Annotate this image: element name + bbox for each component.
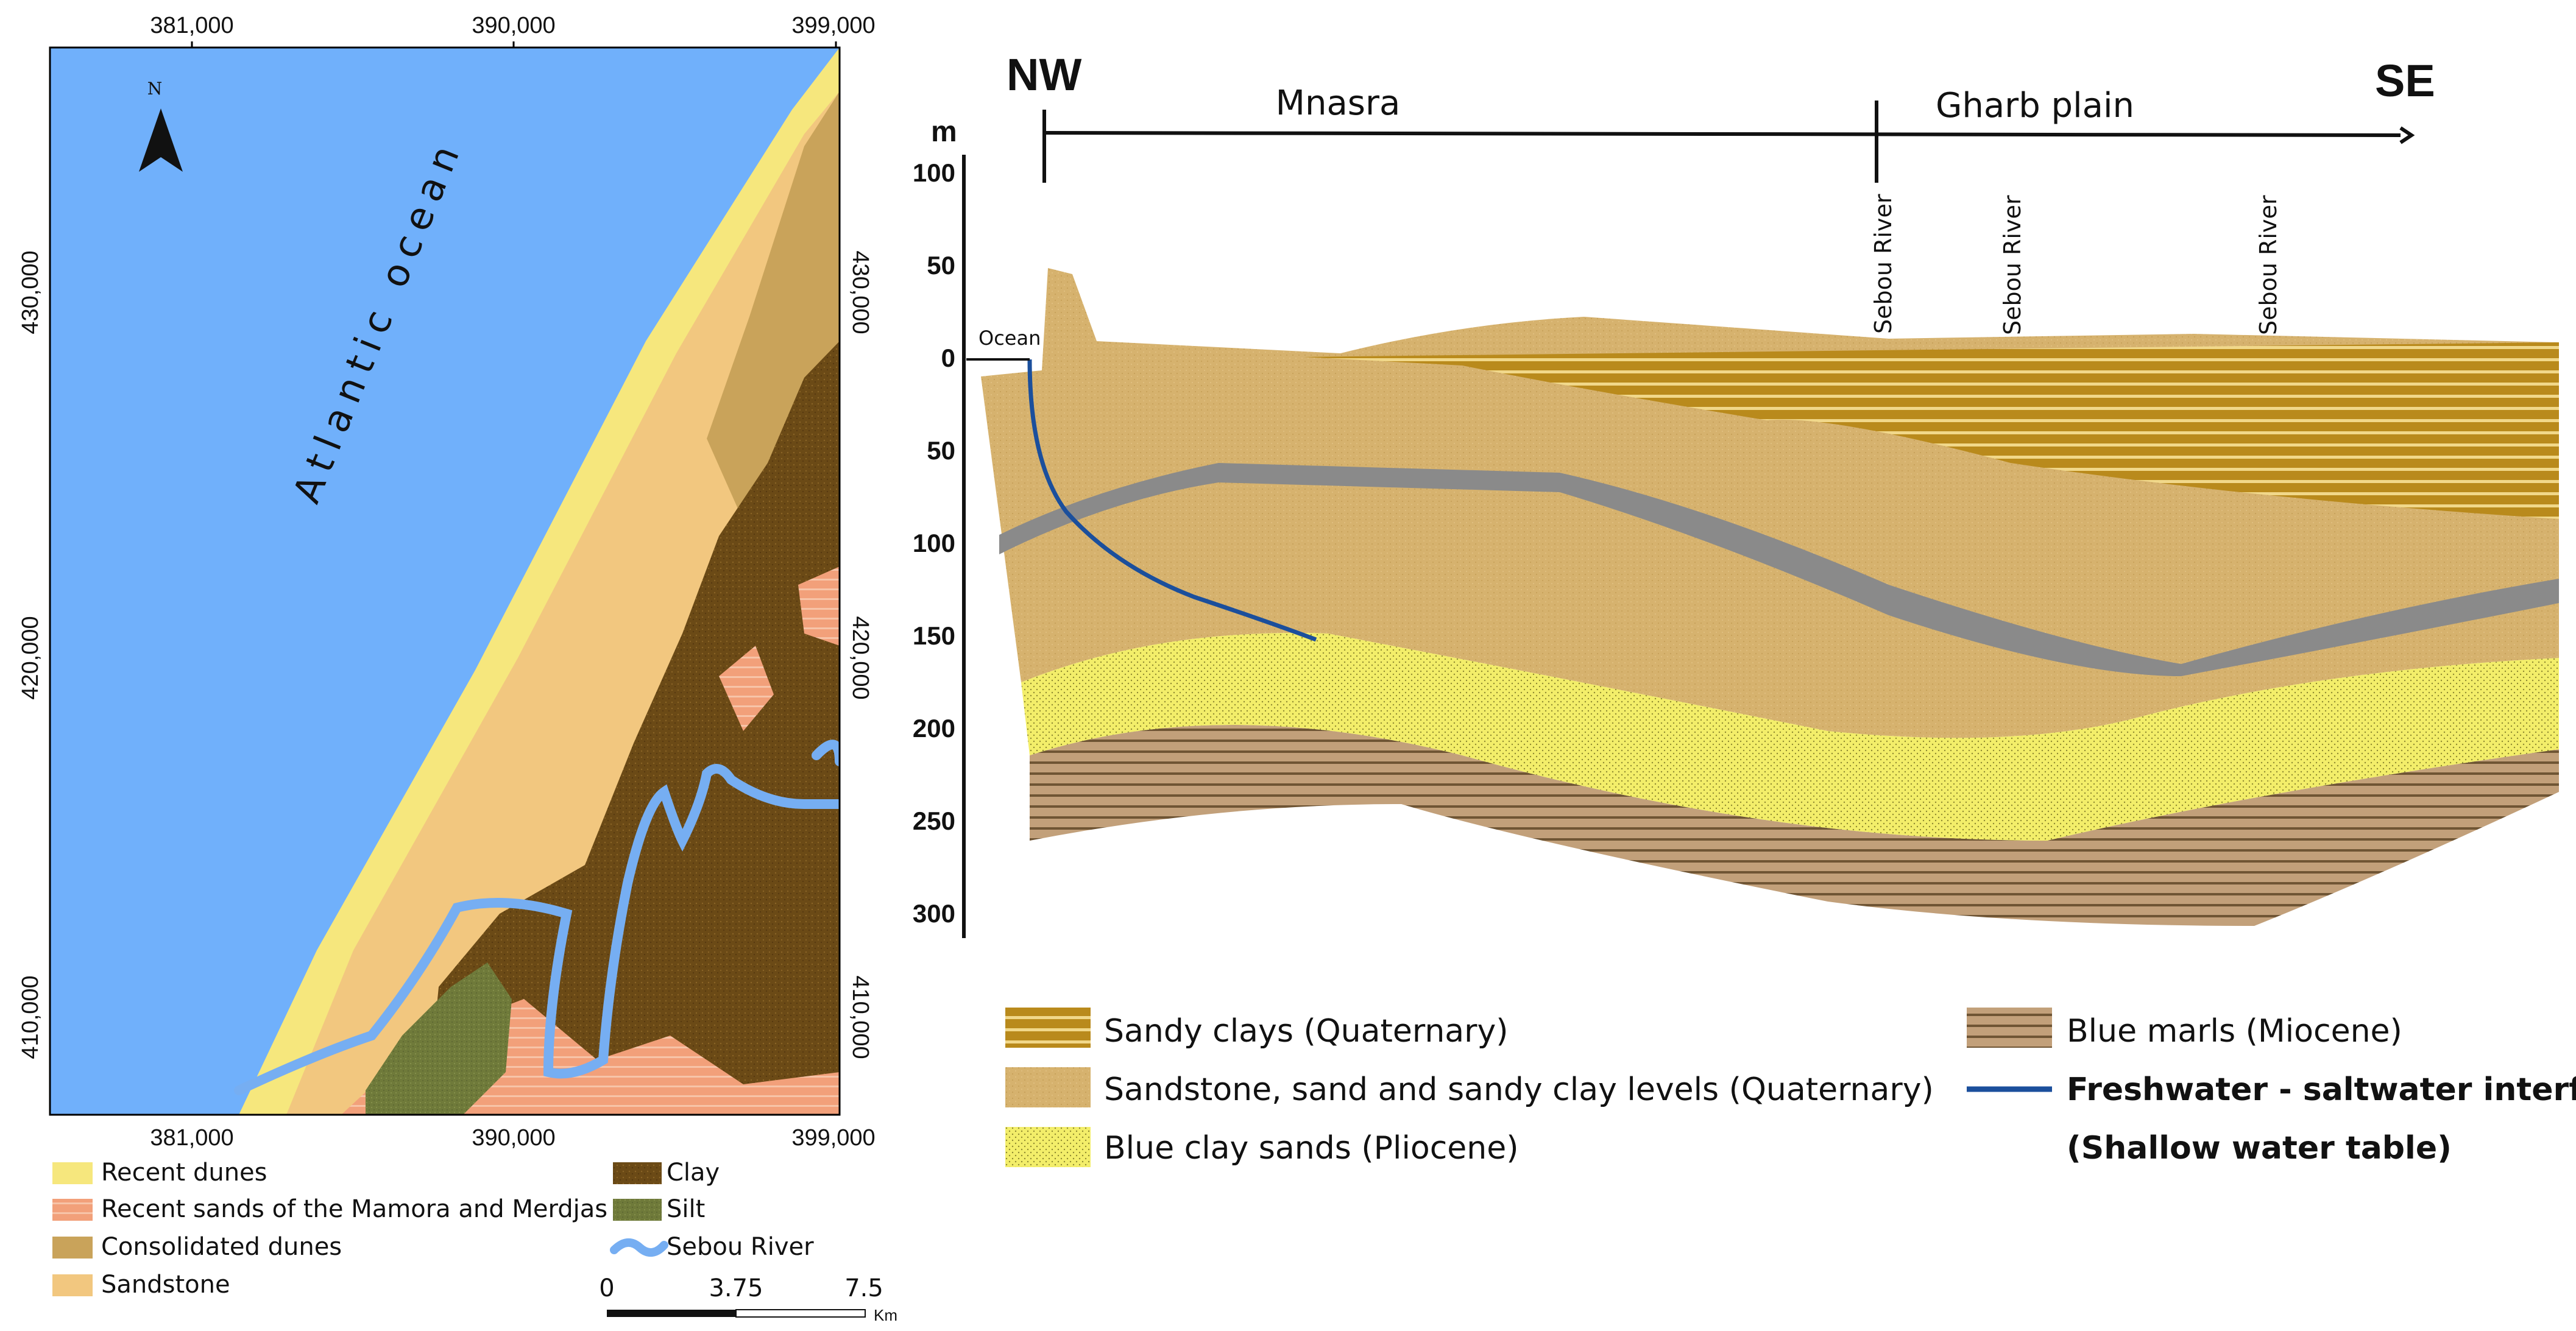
legend-swatch-recent-sands xyxy=(52,1199,93,1221)
north-arrow: N xyxy=(139,79,183,172)
legend-swatch-clay xyxy=(613,1162,662,1184)
scale-label-2: 7.5 xyxy=(844,1274,883,1302)
depth-tick-4: 100 xyxy=(913,529,955,557)
legend-label-clay: Clay xyxy=(667,1159,720,1187)
geologic-map: Atlantic ocean N 381,000 390,000 399,000… xyxy=(18,13,897,1324)
north-arrow-icon xyxy=(139,108,183,172)
x-tick-top-1: 390,000 xyxy=(472,13,555,38)
map-y-ticks-right: 430,000 420,000 410,000 xyxy=(847,250,873,1059)
ocean-section-label: Ocean xyxy=(978,327,1041,350)
river-label-2: Sebou River xyxy=(2255,195,2282,335)
zone-label-gharb: Gharb plain xyxy=(1936,86,2134,125)
blue-marls-layer xyxy=(1030,725,2559,926)
section-legend: Sandy clays (Quaternary) Sandstone, sand… xyxy=(1005,1008,2576,1167)
legend-label-silt: Silt xyxy=(667,1195,705,1223)
depth-tick-3: 50 xyxy=(927,436,955,465)
legend-swatch-blue-marls xyxy=(1967,1008,2052,1048)
legend-swatch-sandstone-section xyxy=(1005,1067,1091,1107)
legend-swatch-silt xyxy=(613,1199,662,1221)
depth-ticks: 100 50 0 50 100 150 200 250 300 xyxy=(913,158,955,928)
recent-sands-patch-2 xyxy=(798,567,840,646)
north-label: N xyxy=(147,79,163,99)
legend-swatch-sandy-clays xyxy=(1005,1008,1091,1048)
map-frame xyxy=(49,46,841,1116)
legend-swatch-consolidated-dunes xyxy=(52,1237,93,1259)
freshwater-saltwater-interface xyxy=(1027,359,1317,642)
x-tick-top-0: 381,000 xyxy=(150,13,233,38)
depth-unit: m xyxy=(931,116,957,148)
x-tick-top-2: 399,000 xyxy=(791,13,875,38)
recent-sands-patch xyxy=(719,646,774,731)
legend-label-recent-dunes: Recent dunes xyxy=(101,1159,267,1187)
sandy-clays-layer xyxy=(1304,342,2559,519)
silt-area xyxy=(366,962,512,1115)
map-legend: Recent dunes Recent sands of the Mamora … xyxy=(52,1159,814,1299)
scale-unit: Km xyxy=(874,1306,897,1324)
legend-label-interface: Freshwater - saltwater interface xyxy=(2067,1072,2576,1108)
y-tick-left-1: 420,000 xyxy=(18,616,43,699)
zone-label-mnasra: Mnasra xyxy=(1276,83,1401,123)
legend-swatch-recent-dunes xyxy=(52,1162,93,1184)
y-tick-left-0: 430,000 xyxy=(18,250,43,334)
legend-label-blue-clay-sands: Blue clay sands (Pliocene) xyxy=(1104,1130,1519,1167)
y-tick-left-2: 410,000 xyxy=(18,975,43,1059)
legend-label-shallow-water-table: (Shallow water table) xyxy=(2067,1130,2452,1167)
blue-clay-sands-layer xyxy=(1021,633,2559,841)
gray-layer xyxy=(999,463,2559,676)
river-label-0: Sebou River xyxy=(1870,194,1897,334)
depth-tick-6: 200 xyxy=(913,714,955,743)
map-x-ticks-bottom: 381,000 390,000 399,000 xyxy=(150,1125,875,1151)
depth-tick-8: 300 xyxy=(913,899,955,928)
legend-label-river: Sebou River xyxy=(667,1233,814,1261)
legend-swatch-blue-clay-sands xyxy=(1005,1127,1091,1167)
legend-label-sandstone-section: Sandstone, sand and sandy clay levels (Q… xyxy=(1104,1072,1934,1108)
legend-label-sandy-clays: Sandy clays (Quaternary) xyxy=(1104,1013,1509,1050)
depth-tick-7: 250 xyxy=(913,807,955,835)
scale-label-0: 0 xyxy=(599,1274,614,1302)
nw-label: NW xyxy=(1007,49,1081,100)
se-label: SE xyxy=(2375,55,2435,106)
map-y-ticks-left: 430,000 420,000 410,000 xyxy=(18,250,43,1059)
y-tick-right-2: 410,000 xyxy=(847,975,873,1059)
depth-tick-2: 0 xyxy=(941,344,955,372)
river-label-1: Sebou River xyxy=(1999,195,2026,335)
depth-tick-0: 100 xyxy=(913,158,955,187)
y-tick-right-0: 430,000 xyxy=(847,250,873,334)
legend-label-blue-marls: Blue marls (Miocene) xyxy=(2067,1013,2402,1050)
legend-label-consolidated-dunes: Consolidated dunes xyxy=(101,1233,342,1261)
depth-tick-1: 50 xyxy=(927,251,955,280)
legend-label-sandstone: Sandstone xyxy=(101,1271,230,1299)
map-x-ticks-top: 381,000 390,000 399,000 xyxy=(150,13,876,48)
scale-bar: 0 3.75 7.5 Km xyxy=(599,1274,897,1324)
cross-section: NW SE Mnasra Gharb plain m 100 50 0 50 1… xyxy=(913,49,2576,1167)
x-tick-bottom-0: 381,000 xyxy=(150,1125,233,1151)
scale-label-1: 3.75 xyxy=(709,1274,763,1302)
legend-swatch-river xyxy=(610,1238,668,1257)
depth-tick-5: 150 xyxy=(913,621,955,650)
clay-area xyxy=(426,341,840,1115)
legend-label-recent-sands: Recent sands of the Mamora and Merdjas xyxy=(101,1195,607,1223)
legend-swatch-sandstone xyxy=(52,1274,93,1296)
x-tick-bottom-1: 390,000 xyxy=(472,1125,555,1151)
x-tick-bottom-2: 399,000 xyxy=(791,1125,875,1151)
y-tick-right-1: 420,000 xyxy=(847,616,873,699)
